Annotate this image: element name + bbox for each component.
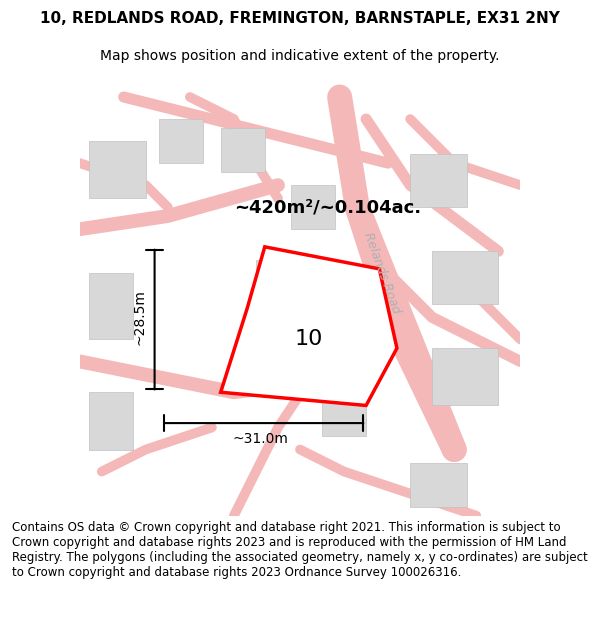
Polygon shape <box>322 392 366 436</box>
Text: Map shows position and indicative extent of the property.: Map shows position and indicative extent… <box>100 49 500 63</box>
Polygon shape <box>221 128 265 172</box>
Text: Relands Road: Relands Road <box>361 231 402 316</box>
Text: ~31.0m: ~31.0m <box>232 431 288 446</box>
Polygon shape <box>410 154 467 208</box>
Polygon shape <box>89 141 146 198</box>
Text: Contains OS data © Crown copyright and database right 2021. This information is : Contains OS data © Crown copyright and d… <box>12 521 588 579</box>
Text: ~28.5m: ~28.5m <box>132 289 146 345</box>
Polygon shape <box>159 119 203 163</box>
Text: 10, REDLANDS ROAD, FREMINGTON, BARNSTAPLE, EX31 2NY: 10, REDLANDS ROAD, FREMINGTON, BARNSTAPL… <box>40 11 560 26</box>
Polygon shape <box>291 185 335 229</box>
Polygon shape <box>309 318 353 361</box>
Polygon shape <box>256 260 300 304</box>
Text: ~420m²/~0.104ac.: ~420m²/~0.104ac. <box>234 198 421 216</box>
Polygon shape <box>432 251 498 304</box>
Text: 10: 10 <box>295 329 323 349</box>
Polygon shape <box>89 392 133 449</box>
Polygon shape <box>432 348 498 406</box>
Polygon shape <box>221 247 397 406</box>
Polygon shape <box>410 462 467 507</box>
Polygon shape <box>89 273 133 339</box>
